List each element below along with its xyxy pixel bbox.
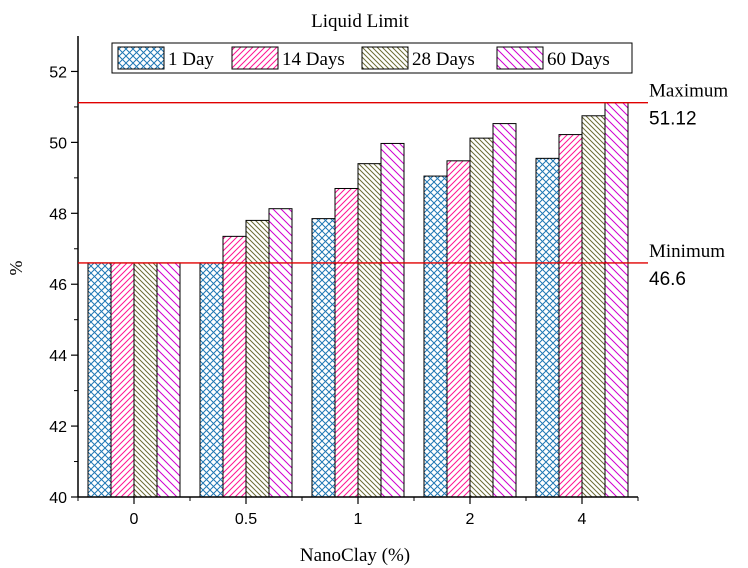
legend-label-60-days: 60 Days	[547, 49, 610, 70]
legend-label-28-days: 28 Days	[412, 49, 475, 70]
bar-60-days-0	[156, 262, 181, 498]
legend-swatch-1-day	[117, 46, 165, 70]
y-tick-label: 40	[49, 490, 67, 507]
bar-1-day-0.5	[199, 262, 224, 498]
bar-14-days-0.5	[222, 235, 247, 498]
bar-14-days-4	[558, 134, 583, 498]
reference-label-maximum: Maximum	[649, 81, 728, 102]
bar-28-days-0.5	[245, 219, 270, 498]
y-tick-label: 48	[49, 206, 67, 223]
bars-group	[87, 102, 629, 498]
legend-label-14-days: 14 Days	[282, 49, 345, 70]
legend-swatch-28-days	[361, 46, 409, 70]
bar-60-days-2	[492, 123, 517, 498]
bar-1-day-2	[423, 175, 448, 498]
legend-swatch-60-days	[496, 46, 544, 70]
y-tick-label: 46	[49, 277, 67, 294]
y-tick-label: 42	[49, 419, 67, 436]
y-tick-label: 50	[49, 135, 67, 152]
bar-28-days-0	[133, 262, 158, 498]
x-tick-label: 0.5	[235, 511, 257, 528]
y-tick-label: 52	[49, 64, 67, 81]
bar-60-days-4	[604, 102, 629, 498]
bar-14-days-2	[446, 160, 471, 498]
x-tick-label: 4	[578, 511, 587, 528]
chart-title: Liquid Limit	[311, 11, 409, 32]
bar-60-days-0.5	[268, 208, 293, 498]
bar-1-day-0	[87, 262, 112, 498]
legend: 1 Day 14 Days 28 Days 60 Days	[111, 42, 633, 74]
x-axis-label: NanoClay (%)	[300, 545, 410, 566]
legend-label-1-day: 1 Day	[168, 49, 214, 70]
x-tick-label: 2	[466, 511, 475, 528]
bar-60-days-1	[380, 142, 405, 498]
bar-28-days-4	[581, 115, 606, 498]
reference-value-maximum: 51.12	[649, 109, 697, 130]
bar-1-day-4	[535, 157, 560, 498]
bar-14-days-0	[110, 262, 135, 498]
y-tick-label: 44	[49, 348, 67, 365]
reference-lines: Maximum 51.12 Minimum 46.6	[78, 81, 728, 290]
x-tick-label: 1	[354, 511, 363, 528]
reference-value-minimum: 46.6	[649, 269, 686, 290]
bar-28-days-2	[469, 137, 494, 498]
bar-28-days-1	[357, 163, 382, 498]
legend-swatch-14-days	[231, 46, 279, 70]
y-axis-label: %	[6, 261, 26, 276]
x-tick-label: 0	[130, 511, 139, 528]
bar-14-days-1	[334, 187, 359, 498]
bar-1-day-1	[311, 218, 336, 498]
reference-label-minimum: Minimum	[649, 241, 725, 262]
axes-group: 40 42 44 46 48 50 52 0 0.5 1 2 4	[49, 36, 639, 528]
